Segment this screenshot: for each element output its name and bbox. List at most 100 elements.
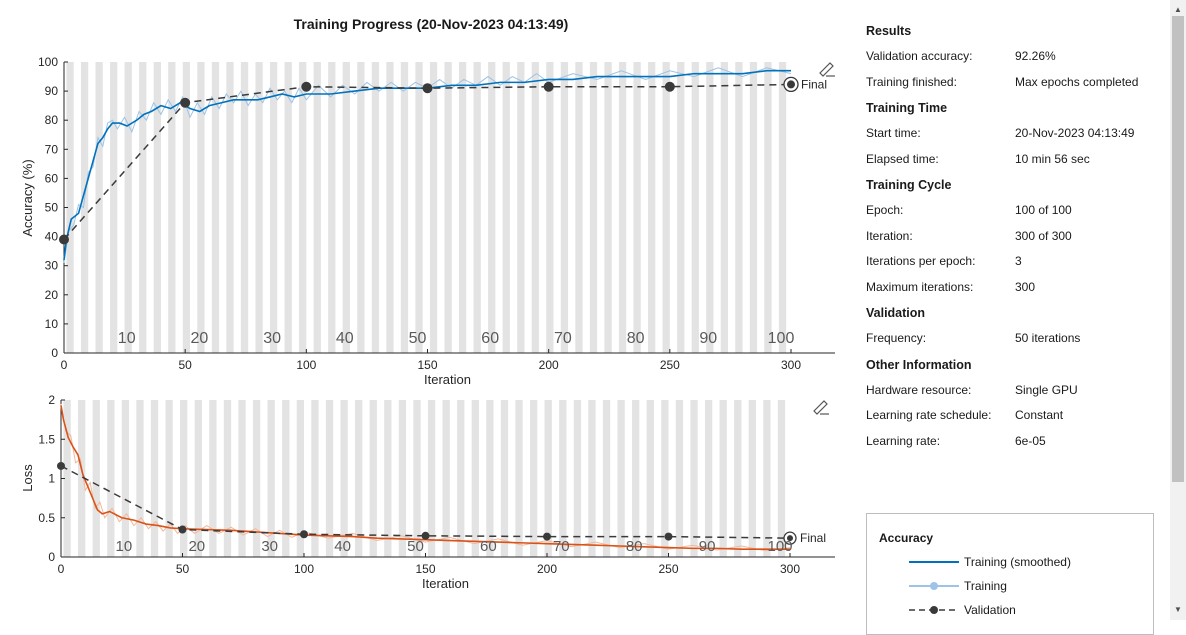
epoch-label: 70 [553, 538, 570, 555]
epoch-band [735, 62, 743, 353]
epoch-band [662, 62, 670, 353]
epoch-label: 100 [767, 538, 792, 555]
y-tick-label: 40 [45, 230, 59, 244]
epoch-band [517, 62, 525, 353]
info-label: Maximum iterations: [866, 279, 974, 294]
epoch-band [340, 400, 348, 557]
epoch-band [617, 400, 625, 557]
x-tick-label: 150 [417, 358, 437, 372]
scrollbar-thumb[interactable] [1172, 16, 1184, 482]
legend: Accuracy Training (smoothed) Training Va… [866, 513, 1154, 635]
x-tick-label: 50 [178, 358, 192, 372]
info-label: Iteration: [866, 228, 913, 243]
legend-item-training-smoothed: Training (smoothed) [909, 554, 1139, 570]
info-value: 50 iterations [1015, 331, 1081, 345]
epoch-band [648, 62, 656, 353]
y-tick-label: 70 [45, 142, 59, 156]
legend-title: Accuracy [879, 531, 934, 545]
epoch-band [267, 400, 275, 557]
section-header: Validation [866, 306, 926, 320]
final-label: Final [801, 77, 827, 91]
epoch-band [748, 400, 756, 557]
epoch-band [777, 400, 786, 557]
epoch-band [502, 62, 510, 353]
epoch-band [165, 400, 173, 557]
section-header: Training Cycle [866, 178, 952, 192]
epoch-band [444, 62, 452, 353]
info-row: Epoch: 100 of 100 [866, 198, 1166, 224]
y-tick-label: 1 [48, 472, 55, 486]
info-value: 92.26% [1015, 49, 1056, 63]
epoch-label: 90 [699, 330, 717, 347]
epoch-band [328, 62, 336, 353]
info-row: Hardware resource: Single GPU [866, 378, 1166, 404]
training-progress-title: Training Progress (20-Nov-2023 04:13:49) [293, 16, 569, 32]
info-value: 300 of 300 [1015, 228, 1072, 243]
validation-point [543, 532, 551, 541]
epoch-band [223, 400, 232, 557]
x-tick-label: 150 [415, 562, 435, 576]
info-label: Learning rate schedule: [866, 408, 992, 422]
info-value: 10 min 56 sec [1015, 151, 1090, 166]
epoch-label: 20 [188, 538, 205, 555]
info-row: Maximum iterations: 300 [866, 275, 1166, 301]
epoch-label: 90 [699, 538, 716, 555]
info-value: 20-Nov-2023 04:13:49 [1015, 126, 1135, 140]
info-label: Hardware resource: [866, 382, 972, 397]
y-tick-label: 2 [48, 393, 55, 407]
epoch-label: 10 [116, 538, 133, 555]
scroll-down-arrow-icon[interactable]: ▼ [1174, 605, 1182, 614]
epoch-band [427, 400, 436, 557]
info-label: Start time: [866, 126, 921, 140]
info-row: Start time: 20-Nov-2023 04:13:49 [866, 121, 1166, 147]
epoch-band [325, 400, 334, 557]
info-row: Frequency: 50 iterations [866, 326, 1166, 352]
training-info-panel: Results Validation accuracy: 92.26% Trainin… [866, 18, 1166, 454]
epoch-band [252, 400, 261, 557]
epoch-band [677, 62, 685, 353]
epoch-band [400, 62, 409, 353]
legend-swatch-validation [909, 606, 959, 614]
final-validation-dot [787, 80, 795, 89]
epoch-band [429, 62, 438, 353]
epoch-band [473, 62, 481, 353]
epoch-band [150, 400, 159, 557]
training-raw-line [63, 67, 792, 263]
legend-swatch-raw [909, 582, 959, 590]
x-axis-label: Iteration [422, 576, 469, 591]
epoch-band [226, 62, 234, 353]
epoch-band [589, 62, 598, 353]
epoch-label: 50 [407, 538, 424, 555]
epoch-band [95, 62, 103, 353]
x-tick-label: 300 [780, 562, 800, 576]
info-row: Learning rate schedule: Constant [866, 403, 1166, 429]
epoch-band [369, 400, 377, 557]
y-tick-label: 10 [45, 317, 59, 331]
epoch-band [471, 400, 479, 557]
x-tick-label: 0 [61, 358, 68, 372]
x-tick-label: 200 [537, 562, 557, 576]
x-axis-label: Iteration [424, 372, 471, 387]
epoch-band [778, 62, 787, 353]
epoch-band [313, 62, 321, 353]
info-row: Iterations per epoch: 3 [866, 249, 1166, 275]
epoch-band [646, 400, 654, 557]
validation-point [178, 525, 187, 534]
info-value: 100 of 100 [1015, 203, 1072, 217]
validation-point [421, 531, 430, 540]
epoch-band [500, 400, 509, 557]
y-tick-label: 20 [45, 288, 59, 302]
validation-point [301, 81, 312, 92]
axes-toolbar-icon[interactable] [819, 62, 835, 77]
epoch-band [531, 62, 539, 353]
scroll-up-arrow-icon[interactable]: ▲ [1174, 5, 1182, 14]
info-label: Epoch: [866, 203, 904, 217]
validation-point [664, 81, 675, 92]
legend-item-training: Training [909, 578, 1139, 594]
epoch-label: 40 [336, 330, 354, 347]
validation-point [59, 234, 69, 245]
epoch-band [398, 400, 407, 557]
section-header: Results [866, 24, 912, 38]
axes-toolbar-icon[interactable] [813, 400, 829, 415]
epoch-band [675, 400, 684, 557]
